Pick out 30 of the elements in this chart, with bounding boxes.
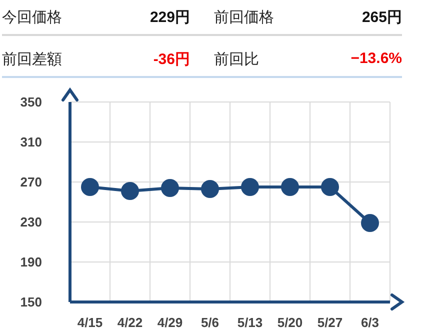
point (201, 180, 219, 198)
y-tick-label: 350 (20, 94, 42, 110)
point (241, 178, 259, 196)
x-tick-label: 5/6 (200, 315, 220, 330)
point (121, 182, 139, 200)
y-tick-label: 310 (20, 134, 42, 150)
y-tick-label: 150 (20, 294, 42, 310)
point (361, 214, 379, 232)
x-tick-label: 5/20 (277, 315, 303, 330)
point (81, 178, 99, 196)
y-tick-label: 270 (20, 174, 42, 190)
point (281, 178, 299, 196)
x-tick-label: 5/13 (237, 315, 263, 330)
x-tick-label: 5/27 (317, 315, 343, 330)
x-tick-label: 4/22 (117, 315, 143, 330)
text: -36円 (153, 50, 190, 68)
text: 今回価格 (2, 8, 62, 26)
text: −13.6% (350, 50, 402, 68)
y-tick-label: 230 (20, 214, 42, 230)
text: 前回比 (214, 50, 259, 68)
point (161, 179, 179, 197)
text: 前回差額 (2, 50, 62, 68)
text: 前回価格 (214, 8, 274, 26)
x-tick-label: 4/15 (77, 315, 103, 330)
text: 229円 (150, 8, 190, 26)
point (321, 178, 339, 196)
x-tick-label: 4/29 (157, 315, 183, 330)
text: 265円 (362, 8, 402, 26)
y-tick-label: 190 (20, 254, 42, 270)
x-tick-label: 6/3 (360, 315, 380, 330)
